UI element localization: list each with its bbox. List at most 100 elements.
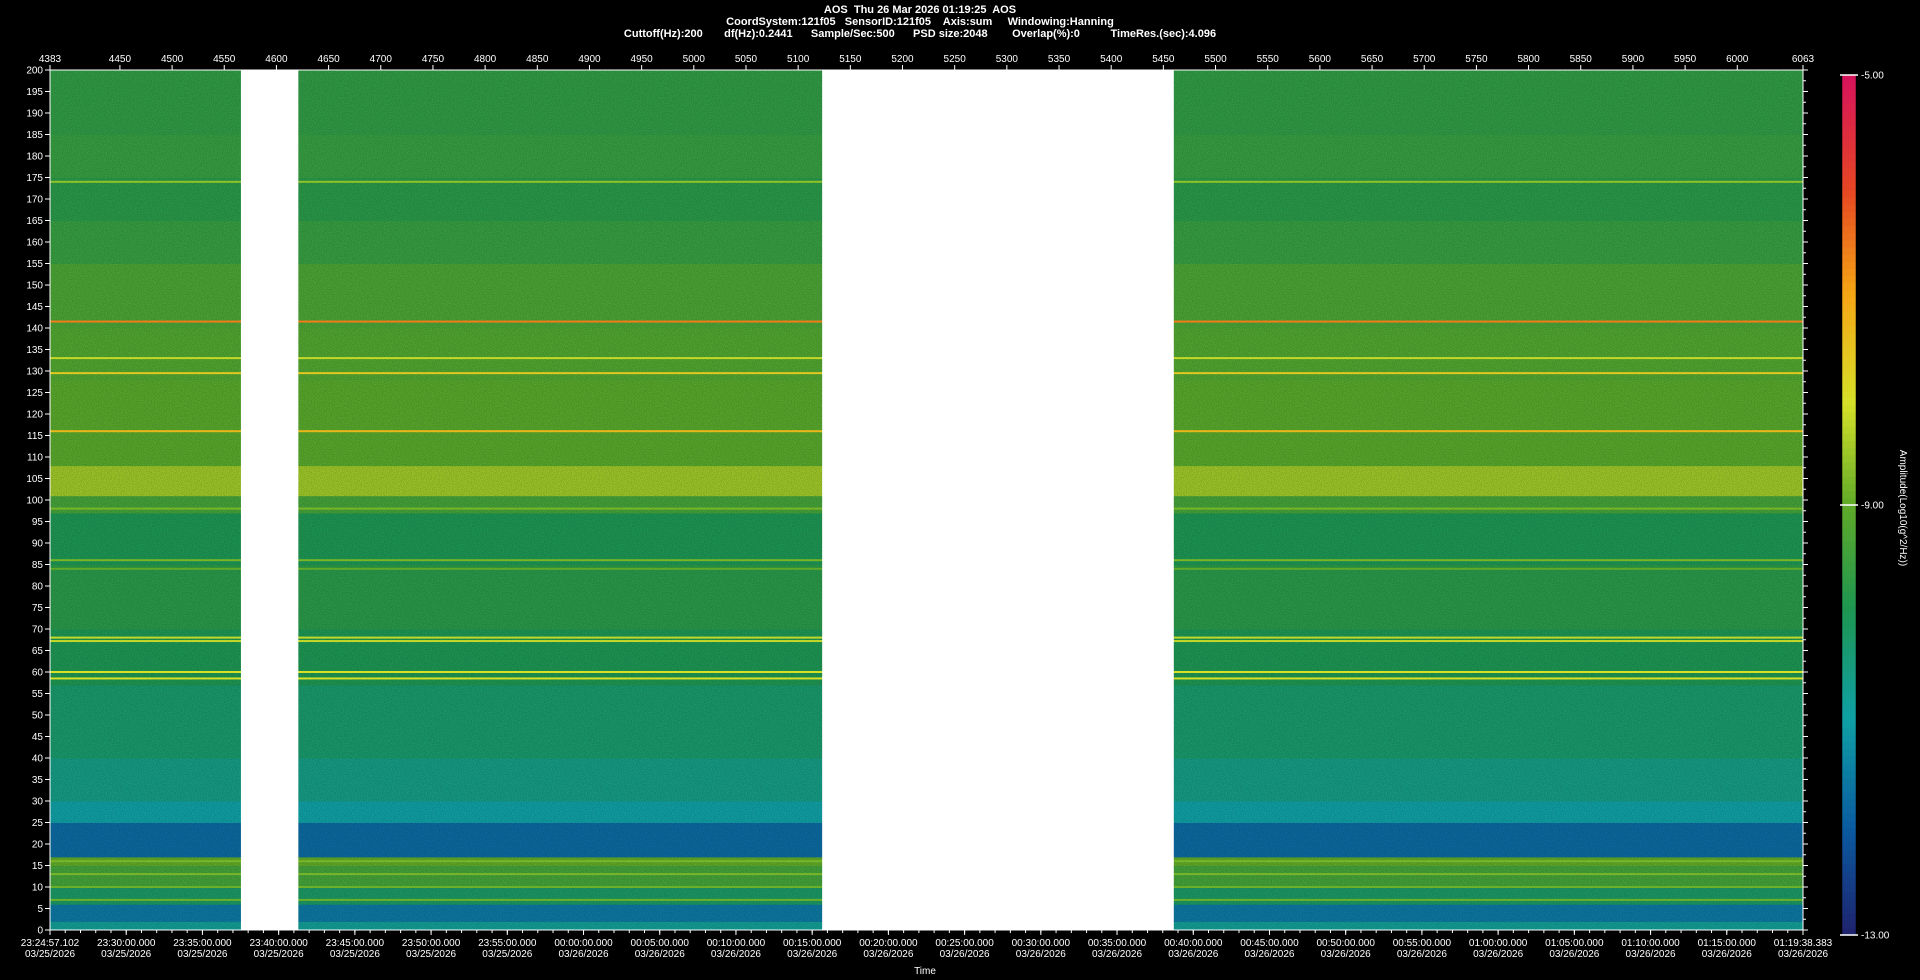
bottom-tick-time: 01:05:00.000 [1545,938,1604,949]
y-tick-label: 45 [32,732,44,743]
bottom-tick-date: 03/26/2026 [1702,949,1752,960]
y-tick-label: 75 [32,603,44,614]
colorbar-swatch [1842,841,1856,850]
colorbar-swatch [1842,813,1856,821]
bottom-tick-time: 23:35:00.000 [173,938,232,949]
colorbar-swatch [1842,634,1856,642]
top-tick-label: 4650 [317,54,340,65]
colorbar-swatch [1842,870,1856,879]
top-tick-label: 5950 [1674,54,1697,65]
y-tick-label: 55 [32,689,44,700]
bottom-tick-time: 00:20:00.000 [859,938,918,949]
colorbar-swatch [1842,139,1856,148]
y-tick-label: 35 [32,775,44,786]
bottom-tick-date: 03/25/2026 [177,949,227,960]
colorbar-swatch [1842,548,1856,556]
colorbar-swatch [1842,268,1856,277]
bottom-tick-time: 23:30:00.000 [97,938,156,949]
y-tick-label: 10 [32,883,44,894]
y-tick-label: 50 [32,711,44,722]
colorbar-swatch [1842,884,1856,893]
colorbar-swatch [1842,440,1856,449]
colorbar-swatch [1842,361,1856,370]
bottom-tick-time: 01:10:00.000 [1621,938,1680,949]
bottom-tick-date: 03/26/2026 [1626,949,1676,960]
bottom-tick-date: 03/26/2026 [1397,949,1447,960]
bottom-tick-time: 00:55:00.000 [1393,938,1452,949]
colorbar-swatch [1842,591,1856,599]
colorbar-swatch [1842,311,1856,320]
colorbar-swatch [1842,562,1856,571]
bottom-tick-time: 01:19:38.383 [1774,938,1833,949]
y-tick-label: 135 [26,345,43,356]
colorbar-swatch [1842,856,1856,864]
y-tick-label: 15 [32,861,44,872]
colorbar-swatch [1842,325,1856,334]
top-tick-label: 5800 [1517,54,1540,65]
colorbar-swatch [1842,125,1856,133]
colorbar-swatch [1842,218,1856,227]
colorbar-swatch [1842,691,1856,700]
bottom-tick-time: 01:00:00.000 [1469,938,1528,949]
colorbar-swatch [1842,354,1856,363]
colorbar-swatch [1842,569,1856,578]
top-tick-label: 5050 [735,54,758,65]
colorbar-swatch [1842,89,1856,98]
colorbar-swatch [1842,347,1856,356]
axes: 0510152025303540455055606570758085909510… [21,54,1833,960]
colorbar-swatch [1842,741,1856,750]
top-tick-label: 5100 [787,54,810,65]
y-tick-label: 120 [26,410,43,421]
y-tick-label: 200 [26,66,43,77]
y-tick-label: 60 [32,668,44,679]
top-tick-label: 5900 [1622,54,1645,65]
colorbar-swatch [1842,282,1856,291]
colorbar-swatch [1842,340,1856,348]
top-tick-label: 5850 [1570,54,1593,65]
y-tick-label: 70 [32,625,44,636]
top-tick-label: 4700 [370,54,393,65]
colorbar-swatch [1842,110,1856,119]
bottom-tick-time: 00:05:00.000 [631,938,690,949]
bottom-tick-date: 03/26/2026 [1092,949,1142,960]
colorbar-swatch [1842,153,1856,162]
colorbar-swatch [1842,662,1856,671]
bottom-tick-date: 03/25/2026 [482,949,532,960]
colorbar-swatch [1842,419,1856,427]
y-tick-label: 195 [26,87,43,98]
bottom-tick-date: 03/26/2026 [863,949,913,960]
colorbar-swatch [1842,777,1856,786]
bottom-tick-time: 23:50:00.000 [402,938,461,949]
spectrogram-plot-area [50,70,1803,930]
top-tick-label: 4800 [474,54,497,65]
colorbar-swatch [1842,75,1856,83]
colorbar-swatch [1842,705,1856,714]
bottom-tick-time: 00:45:00.000 [1240,938,1299,949]
y-tick-label: 90 [32,539,44,550]
bottom-tick-time: 00:40:00.000 [1164,938,1223,949]
y-tick-label: 125 [26,388,43,399]
bottom-tick-date: 03/25/2026 [406,949,456,960]
colorbar-swatch [1842,519,1856,528]
bottom-tick-time: 00:30:00.000 [1012,938,1071,949]
top-tick-label: 5350 [1048,54,1071,65]
colorbar-swatch [1842,791,1856,800]
bottom-tick-date: 03/26/2026 [635,949,685,960]
colorbar-swatch [1842,641,1856,649]
y-tick-label: 65 [32,646,44,657]
colorbar-swatch [1842,411,1856,420]
colorbar-swatch [1842,247,1856,255]
colorbar-swatch [1842,497,1856,506]
data-gap [822,70,1174,930]
bottom-tick-date: 03/26/2026 [1168,949,1218,960]
y-tick-label: 105 [26,474,43,485]
bottom-tick-date: 03/26/2026 [1244,949,1294,960]
header-info-line-1: CoordSystem:121f05 SensorID:121f05 Axis:… [726,16,1114,28]
colorbar-swatch [1842,748,1856,757]
y-tick-label: 165 [26,216,43,227]
colorbar-swatch [1842,333,1856,341]
colorbar-swatch [1842,512,1856,520]
bottom-tick-date: 03/26/2026 [1549,949,1599,960]
top-tick-label: 5300 [996,54,1019,65]
